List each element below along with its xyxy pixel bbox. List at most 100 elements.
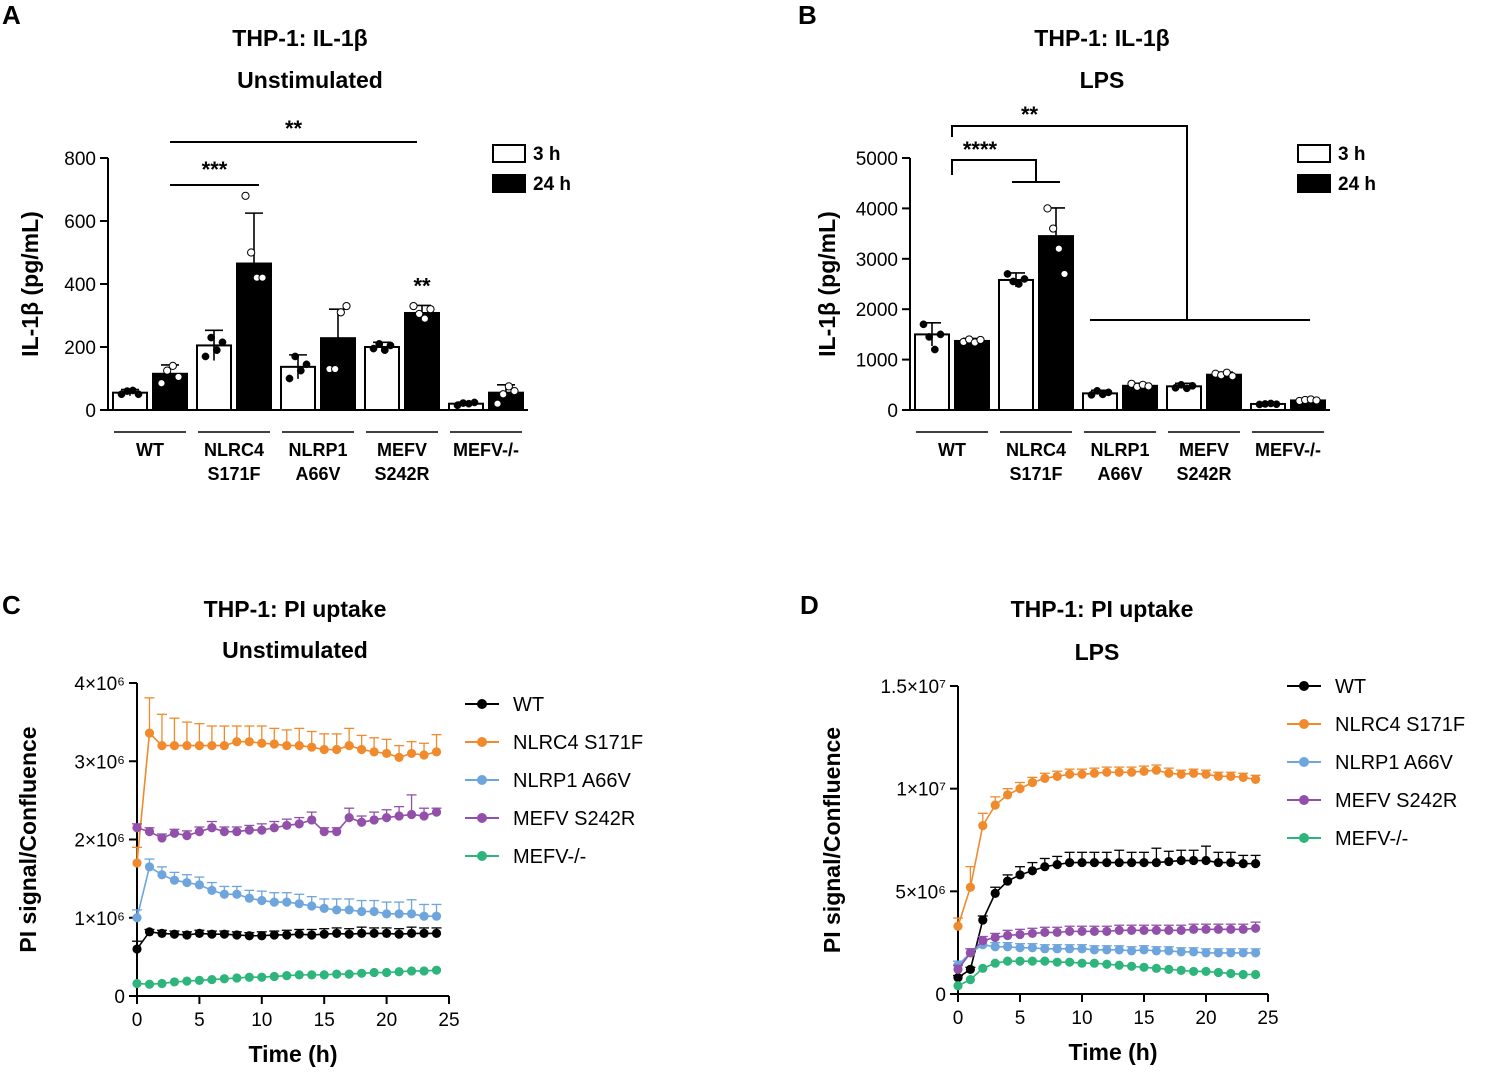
category-label: NLRC4 bbox=[1006, 440, 1066, 460]
legend-label: NLRP1 A66V bbox=[513, 770, 632, 792]
data-point bbox=[1176, 965, 1186, 975]
data-point bbox=[1176, 855, 1186, 866]
legend-label: NLRC4 S171F bbox=[1335, 714, 1465, 736]
data-point bbox=[409, 301, 418, 311]
panel-b-title: THP-1: IL-1β bbox=[1034, 25, 1169, 51]
panel-b-subtitle: LPS bbox=[1080, 67, 1125, 93]
data-point bbox=[1226, 771, 1236, 781]
data-point bbox=[1089, 926, 1099, 936]
legend-marker-nlrp1-a66v bbox=[477, 775, 487, 785]
data-point bbox=[369, 928, 379, 939]
data-point bbox=[1014, 280, 1023, 288]
panel-b-plot: 0 1000 2000 3000 4000 5000 IL-1β (pg/mL) WT NLRC… bbox=[814, 102, 1376, 484]
data-point bbox=[1114, 945, 1124, 955]
data-point bbox=[336, 308, 345, 317]
data-point bbox=[1065, 926, 1075, 936]
y-tick-label: 2×10⁶ bbox=[74, 831, 125, 852]
data-point bbox=[182, 830, 192, 841]
y-axis-label: IL-1β (pg/mL) bbox=[814, 211, 840, 357]
data-point bbox=[420, 314, 429, 323]
data-point bbox=[504, 382, 513, 391]
data-point bbox=[182, 976, 192, 986]
data-point bbox=[269, 739, 279, 749]
data-point bbox=[382, 812, 392, 823]
data-point bbox=[157, 870, 167, 880]
panel-d-letter: D bbox=[800, 590, 819, 620]
panel-d-plot: 0 5×10⁶ 1×10⁷ 1.5×10⁷ 0 5 10 15 20 25 Time (h) PI s… bbox=[819, 676, 1465, 1065]
data-point bbox=[1054, 244, 1063, 253]
data-point bbox=[257, 825, 267, 835]
y-axis-label: PI signal/Confluence bbox=[15, 726, 41, 952]
data-point bbox=[294, 929, 304, 939]
panel-d-subtitle: LPS bbox=[1075, 639, 1120, 665]
data-point bbox=[419, 911, 429, 921]
data-point bbox=[269, 823, 279, 833]
data-point bbox=[1189, 768, 1199, 778]
data-point bbox=[332, 827, 342, 837]
data-point bbox=[1052, 957, 1062, 967]
data-point bbox=[1003, 942, 1013, 952]
data-point bbox=[1226, 857, 1236, 868]
category-label: S171F bbox=[1009, 464, 1062, 484]
data-point bbox=[1127, 767, 1137, 777]
legend-label: MEFV S242R bbox=[513, 808, 635, 830]
data-point bbox=[990, 800, 1000, 810]
legend-label: 24 h bbox=[1338, 174, 1376, 195]
data-point bbox=[1027, 956, 1037, 966]
data-point bbox=[1189, 966, 1199, 977]
data-point bbox=[953, 972, 963, 983]
data-point bbox=[294, 899, 304, 909]
data-point bbox=[419, 750, 429, 760]
data-point bbox=[163, 366, 172, 375]
data-point bbox=[157, 833, 167, 843]
data-point bbox=[1228, 372, 1237, 381]
data-point bbox=[1065, 769, 1075, 779]
data-point bbox=[332, 969, 342, 979]
y-tick-label: 0 bbox=[85, 401, 96, 422]
data-point bbox=[144, 728, 155, 738]
x-tick-label: 25 bbox=[438, 1010, 459, 1031]
data-point bbox=[1102, 857, 1112, 868]
category-label: MEFV-/- bbox=[1255, 440, 1321, 460]
data-point bbox=[1003, 270, 1012, 278]
data-point bbox=[369, 906, 379, 917]
data-point bbox=[219, 741, 229, 751]
data-point bbox=[1089, 945, 1099, 955]
y-tick-label: 2000 bbox=[856, 300, 898, 321]
data-point bbox=[194, 928, 204, 939]
data-point bbox=[1201, 855, 1211, 866]
category-label: NLRP1 bbox=[288, 440, 347, 460]
data-point bbox=[1151, 857, 1161, 868]
x-tick-label: 0 bbox=[132, 1010, 143, 1031]
data-point bbox=[1077, 958, 1087, 968]
data-point bbox=[990, 958, 1000, 968]
x-tick-label: 5 bbox=[194, 1010, 205, 1031]
data-point bbox=[282, 820, 292, 831]
data-point bbox=[406, 928, 417, 939]
data-point bbox=[369, 815, 379, 825]
data-point bbox=[282, 930, 292, 940]
data-point bbox=[294, 970, 304, 980]
x-axis-label: Time (h) bbox=[1068, 1039, 1157, 1065]
category-label: MEFV bbox=[1179, 440, 1229, 460]
data-point bbox=[1052, 771, 1062, 781]
panel-d-title: THP-1: PI uptake bbox=[1011, 596, 1194, 622]
data-point bbox=[169, 828, 180, 838]
data-point bbox=[1189, 947, 1199, 957]
data-point bbox=[1089, 958, 1099, 968]
series-nlrc4-s171f bbox=[132, 697, 442, 868]
data-point bbox=[1003, 956, 1013, 966]
data-point bbox=[1127, 961, 1137, 971]
data-point bbox=[1015, 784, 1025, 794]
data-point bbox=[201, 352, 210, 361]
data-point bbox=[1238, 969, 1248, 980]
y-tick-label: 1.5×10⁷ bbox=[880, 677, 946, 698]
legend-label: MEFV-/- bbox=[1335, 828, 1408, 850]
data-point bbox=[332, 928, 342, 939]
data-point bbox=[128, 386, 137, 395]
data-point bbox=[406, 809, 417, 820]
data-point bbox=[394, 811, 404, 821]
data-point bbox=[431, 807, 442, 817]
data-point bbox=[1077, 926, 1087, 936]
data-point bbox=[1089, 857, 1099, 868]
